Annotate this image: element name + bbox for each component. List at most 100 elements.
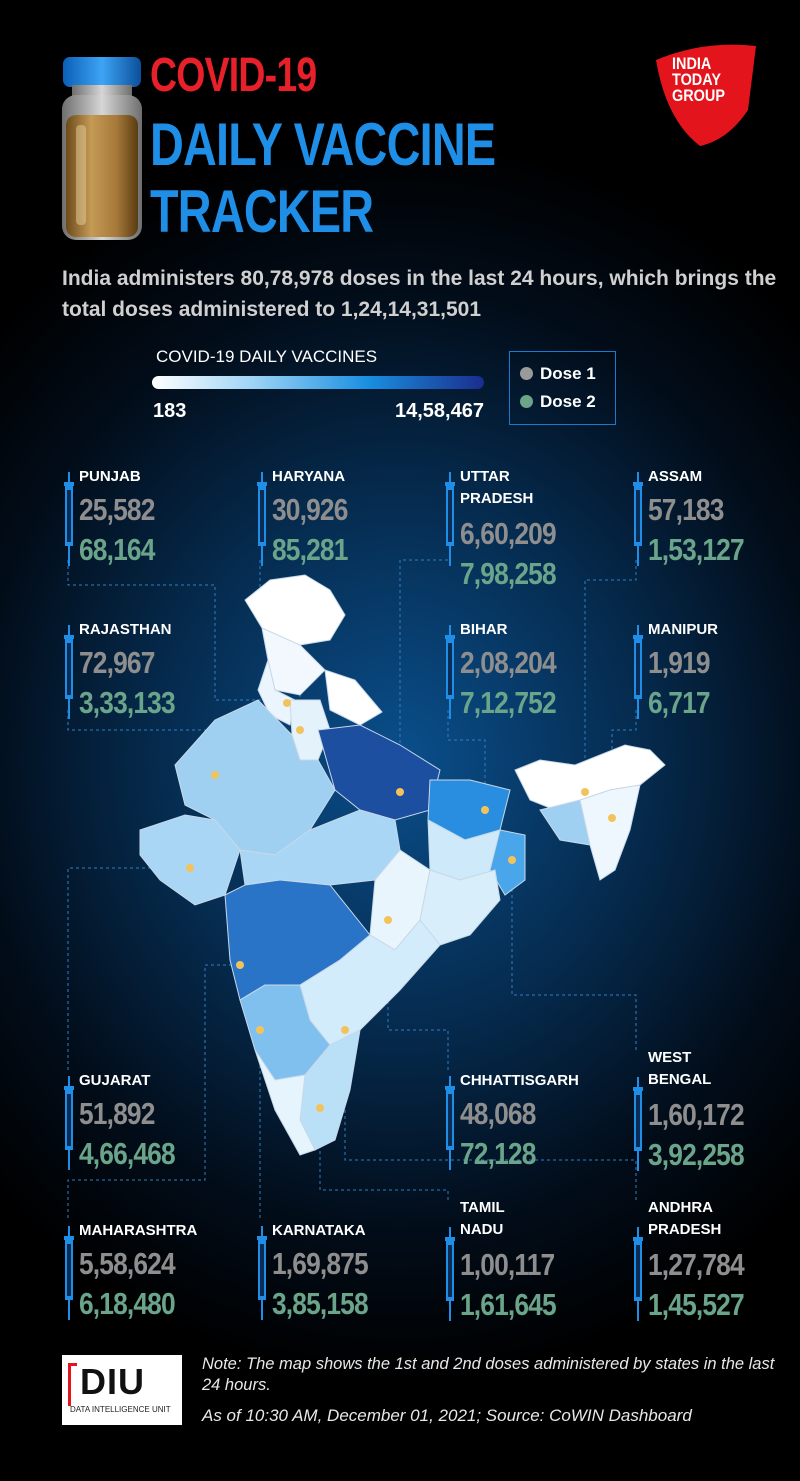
dose1-legend-item: Dose 1 [520,364,596,384]
dose2-value: 1,53,127 [648,532,745,567]
state-name-line2: PRADESH [460,490,534,507]
dose1-value: 48,068 [460,1096,536,1131]
syringe-icon [64,472,74,566]
state-name: WEST BENGAL [648,1047,711,1091]
syringe-icon [445,1076,455,1170]
diu-subtext: DATA INTELLIGENCE UNIT [70,1405,171,1414]
dose1-value: 1,919 [648,645,711,680]
diu-logo-text: DIU [80,1361,145,1402]
dose1-value: 72,967 [79,645,155,680]
title-covid: COVID-19 [150,49,317,102]
dose1-value: 2,08,204 [460,645,557,680]
vaccine-vial-icon [62,57,142,240]
dose1-value: 1,00,117 [460,1247,555,1282]
state-name: ANDHRA PRADESH [648,1197,721,1241]
summary-text: India administers 80,78,978 doses in the… [62,267,777,321]
state-name-line2: NADU [460,1221,504,1238]
map-meghalaya [539,799,591,846]
dose1-value: 57,183 [648,492,724,527]
state-name: PUNJAB [79,468,141,485]
map-states [139,574,666,1156]
dose2-value: 7,12,752 [460,685,557,720]
state-name: UTTAR PRADESH [460,466,533,510]
state-name: BIHAR [460,621,508,638]
dose2-legend-item: Dose 2 [520,392,596,412]
dose1-value: 30,926 [272,492,348,527]
logo-text-group: GROUP [672,86,725,105]
map-punjab [257,658,296,726]
dose1-value: 6,60,209 [460,516,557,551]
dose2-value: 7,98,258 [460,556,557,591]
color-scale-bar [152,376,484,389]
dose2-value: 3,92,258 [648,1137,745,1172]
syringe-icon [64,625,74,719]
state-name: TAMIL NADU [460,1197,505,1241]
connector-lines [67,559,637,1218]
diu-logo: DIU DATA INTELLIGENCE UNIT [62,1355,182,1425]
dose2-value: 6,18,480 [79,1286,176,1321]
logo-shield-icon [656,44,756,146]
state-name-line1: UTTAR [460,468,510,485]
state-name: CHHATTISGARH [460,1072,579,1089]
map-northeast-south [579,784,641,881]
legend-title: COVID-19 DAILY VACCINES [156,347,378,366]
map-markers [186,699,616,1112]
state-name-line1: WEST [648,1049,692,1066]
diu-bracket-icon [68,1363,77,1406]
state-name: RAJASTHAN [79,621,172,638]
syringe-icon [257,1226,267,1320]
syringe-icon [633,472,643,566]
state-name-line1: TAMIL [460,1199,505,1216]
dose2-value: 68,164 [79,532,155,567]
dose1-value: 25,582 [79,492,155,527]
map-kerala [254,1049,316,1156]
map-uttar-pradesh [317,724,441,821]
syringe-icon [64,1076,74,1170]
dose1-value: 51,892 [79,1096,155,1131]
syringe-icon [633,625,643,719]
syringe-icon [445,472,455,566]
map-odisha [419,869,501,946]
syringe-icon [633,1077,643,1171]
legend-min: 183 [153,400,187,422]
dose2-label: Dose 2 [540,392,596,411]
logo-text-today: TODAY [672,70,721,89]
map-uttarakhand [324,669,383,726]
dose1-label: Dose 1 [540,364,596,383]
dose1-dot-icon [520,367,533,380]
dose1-value: 1,69,875 [272,1246,369,1281]
state-name: ASSAM [648,468,703,485]
dose2-value: 72,128 [460,1136,536,1171]
syringe-icon [445,1227,455,1321]
syringe-icon [257,472,267,566]
logo-text-india: INDIA [672,54,712,73]
dose1-value: 1,60,172 [648,1097,745,1132]
syringe-icon [633,1227,643,1321]
dose2-dot-icon [520,395,533,408]
dose2-value: 4,66,468 [79,1136,176,1171]
map-west-bengal [489,829,526,896]
dose2-value: 3,85,158 [272,1286,369,1321]
syringe-icon [64,1226,74,1320]
state-name: MANIPUR [648,621,718,638]
dose1-value: 1,27,784 [648,1247,745,1282]
india-today-logo: INDIA TODAY GROUP [648,40,760,148]
state-name-line2: BENGAL [648,1071,712,1088]
title-tracker: TRACKER [150,178,374,245]
dose2-value: 6,717 [648,685,711,720]
state-name-line2: PRADESH [648,1221,722,1238]
state-name: HARYANA [272,468,346,485]
state-name-line1: ANDHRA [648,1199,713,1216]
dose2-value: 1,45,527 [648,1287,745,1322]
dose2-value: 3,33,133 [79,685,176,720]
state-name: KARNATAKA [272,1222,366,1239]
dose-legend: Dose 1 Dose 2 [509,351,616,425]
footer-as-of: As of 10:30 AM, December 01, 2021; Sourc… [202,1406,692,1425]
dose2-value: 85,281 [272,532,348,567]
state-name: GUJARAT [79,1072,151,1089]
dose2-value: 1,61,645 [460,1287,557,1322]
title-daily-vaccine: DAILY VACCINE [150,111,496,178]
syringe-icon [445,625,455,719]
